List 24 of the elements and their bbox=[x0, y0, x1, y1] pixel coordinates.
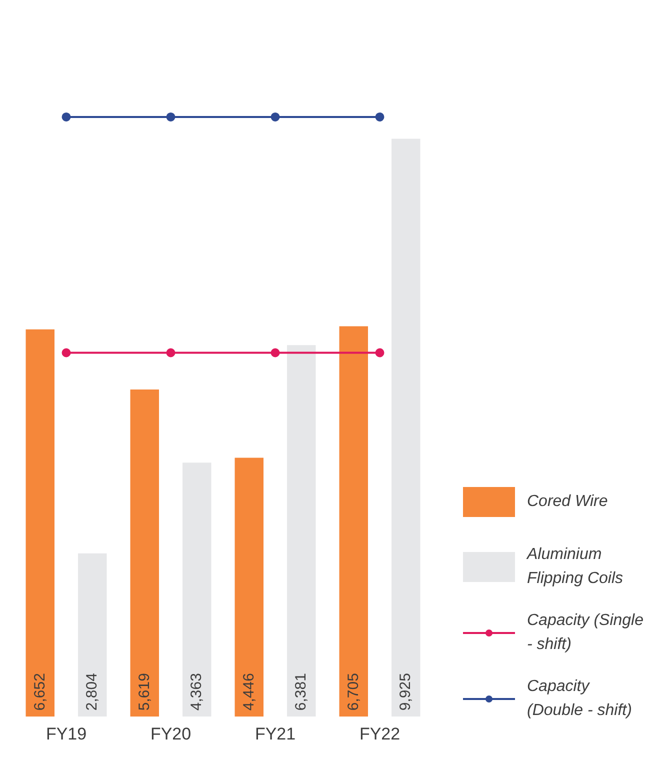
data-label: 6,705 bbox=[344, 673, 362, 711]
data-label: 9,925 bbox=[397, 673, 414, 711]
data-label: 6,381 bbox=[292, 673, 310, 711]
bar bbox=[26, 329, 54, 717]
legend-label: Cored Wire bbox=[527, 492, 609, 512]
data-label: 6,652 bbox=[31, 673, 48, 711]
x-tick-label: FY19 bbox=[46, 724, 87, 744]
data-label: 4,446 bbox=[240, 673, 258, 711]
legend-label: Capacity (Single - shift) bbox=[527, 611, 644, 655]
bar bbox=[234, 458, 264, 717]
bar bbox=[182, 462, 212, 717]
x-tick-label: FY21 bbox=[254, 724, 296, 744]
data-label: 5,619 bbox=[136, 673, 153, 711]
data-label: 2,804 bbox=[84, 673, 101, 711]
bar bbox=[287, 345, 316, 717]
x-tick-label: FY22 bbox=[359, 724, 400, 744]
bar bbox=[78, 553, 107, 717]
data-label: 4,363 bbox=[188, 673, 206, 711]
legend-label: Aluminium Flipping Coils bbox=[527, 545, 624, 589]
bar bbox=[130, 389, 159, 717]
x-tick-label: FY20 bbox=[150, 724, 192, 744]
bar bbox=[392, 138, 420, 717]
bar bbox=[339, 326, 368, 717]
legend-label: Capacity (Double - shift) bbox=[527, 677, 633, 721]
